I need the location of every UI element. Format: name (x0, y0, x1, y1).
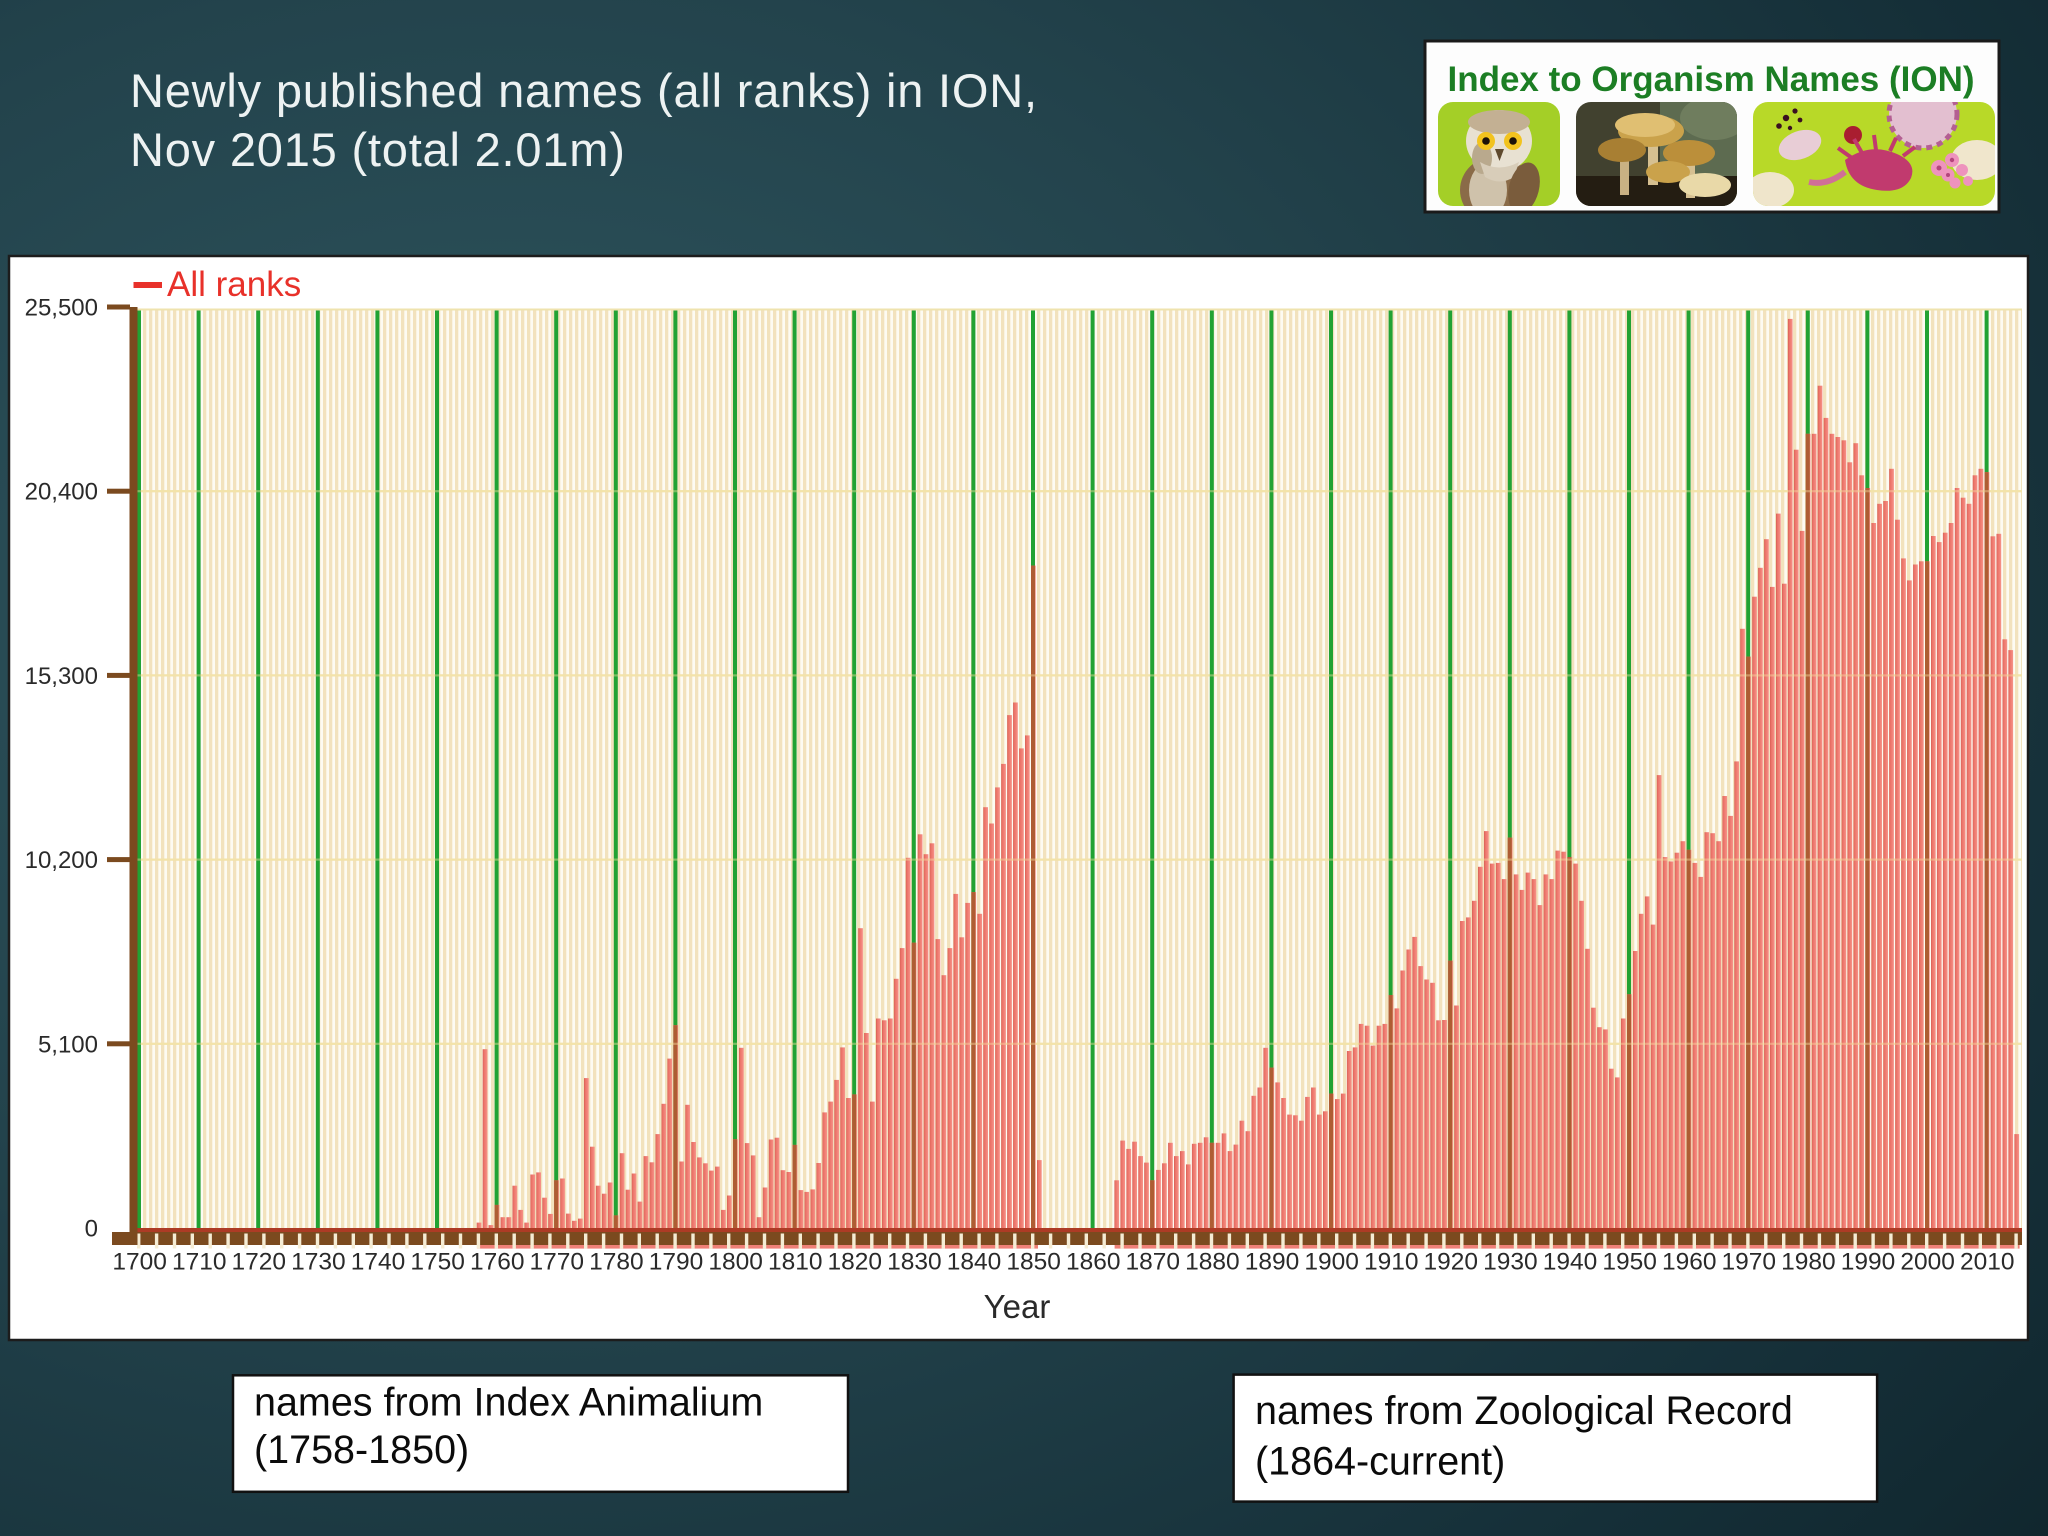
svg-text:1760: 1760 (470, 1249, 525, 1276)
svg-text:1830: 1830 (887, 1249, 942, 1276)
svg-text:1850: 1850 (1006, 1249, 1061, 1276)
svg-text:1730: 1730 (291, 1249, 346, 1276)
svg-text:1990: 1990 (1841, 1249, 1896, 1276)
svg-text:names from Index Animalium: names from Index Animalium (254, 1381, 763, 1425)
svg-text:1880: 1880 (1185, 1249, 1240, 1276)
svg-text:1740: 1740 (351, 1249, 406, 1276)
svg-text:1720: 1720 (232, 1249, 287, 1276)
svg-text:25,500: 25,500 (25, 295, 98, 322)
svg-text:2000: 2000 (1900, 1249, 1955, 1276)
svg-text:5,100: 5,100 (38, 1031, 98, 1058)
svg-text:1950: 1950 (1602, 1249, 1657, 1276)
svg-text:1750: 1750 (410, 1249, 465, 1276)
svg-text:1780: 1780 (589, 1249, 644, 1276)
svg-text:1710: 1710 (172, 1249, 227, 1276)
svg-text:1800: 1800 (708, 1249, 763, 1276)
svg-text:1960: 1960 (1662, 1249, 1717, 1276)
svg-text:(1758-1850): (1758-1850) (254, 1428, 469, 1472)
svg-text:1770: 1770 (530, 1249, 585, 1276)
svg-text:1980: 1980 (1781, 1249, 1836, 1276)
svg-text:10,200: 10,200 (25, 847, 98, 874)
svg-text:1890: 1890 (1245, 1249, 1300, 1276)
svg-text:Nov 2015 (total 2.01m): Nov 2015 (total 2.01m) (130, 123, 626, 176)
svg-text:1930: 1930 (1483, 1249, 1538, 1276)
svg-text:1900: 1900 (1304, 1249, 1359, 1276)
svg-text:All ranks: All ranks (167, 265, 301, 304)
svg-text:20,400: 20,400 (25, 479, 98, 506)
svg-text:1820: 1820 (828, 1249, 883, 1276)
svg-text:1700: 1700 (112, 1249, 167, 1276)
svg-text:1910: 1910 (1364, 1249, 1419, 1276)
svg-text:Newly published names (all ran: Newly published names (all ranks) in ION… (130, 64, 1038, 117)
svg-text:1810: 1810 (768, 1249, 823, 1276)
svg-text:1920: 1920 (1424, 1249, 1479, 1276)
svg-text:1940: 1940 (1543, 1249, 1598, 1276)
svg-text:2010: 2010 (1960, 1249, 2015, 1276)
svg-text:1870: 1870 (1126, 1249, 1181, 1276)
svg-text:1970: 1970 (1722, 1249, 1777, 1276)
svg-text:1790: 1790 (649, 1249, 704, 1276)
svg-text:Index to Organism Names (ION): Index to Organism Names (ION) (1447, 60, 1974, 99)
svg-text:0: 0 (85, 1216, 98, 1243)
svg-text:(1864-current): (1864-current) (1255, 1439, 1505, 1483)
svg-text:15,300: 15,300 (25, 663, 98, 690)
svg-text:1840: 1840 (947, 1249, 1002, 1276)
svg-text:1860: 1860 (1066, 1249, 1121, 1276)
svg-text:names from Zoological Record: names from Zoological Record (1255, 1389, 1793, 1433)
svg-text:Year: Year (984, 1288, 1051, 1325)
